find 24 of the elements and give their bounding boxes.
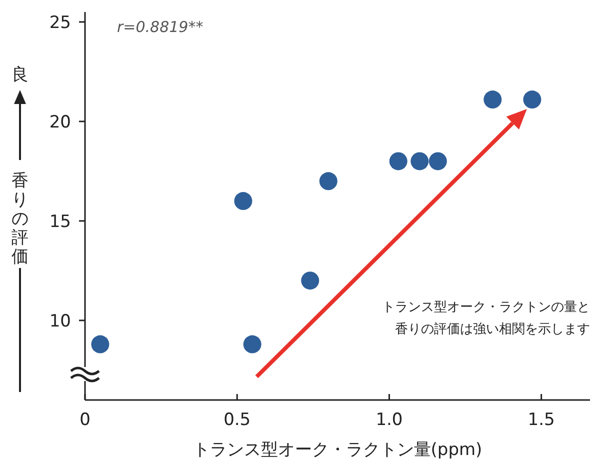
point (410, 152, 429, 170)
y-tick-label: 25 (49, 12, 71, 33)
x-tick-label: 1.5 (528, 410, 555, 430)
text: 良 (12, 65, 28, 85)
point (523, 90, 542, 109)
x-tick-label: 1.0 (376, 410, 403, 430)
point (389, 152, 408, 170)
y-axis-title: 香りの評価 (12, 171, 28, 267)
point (319, 172, 338, 190)
x-axis-title: トランス型オーク・ラクトン量(ppm) (192, 440, 482, 460)
point (91, 335, 110, 354)
x-tick-label: 0.5 (224, 410, 251, 430)
point (428, 152, 447, 170)
point (234, 192, 252, 210)
y-tick-label: 20 (49, 112, 71, 132)
y-tick-label: 10 (49, 311, 71, 332)
point (301, 272, 320, 290)
point (484, 90, 502, 109)
annotation: r=0.8819** (117, 18, 204, 36)
annotation: 香りの評価は強い相関を示します (395, 322, 590, 337)
x-tick-label: 0 (80, 410, 90, 430)
annotation: トランス型オーク・ラクトンの量と (382, 300, 590, 315)
point (243, 335, 262, 354)
y-tick-label: 15 (49, 212, 71, 232)
